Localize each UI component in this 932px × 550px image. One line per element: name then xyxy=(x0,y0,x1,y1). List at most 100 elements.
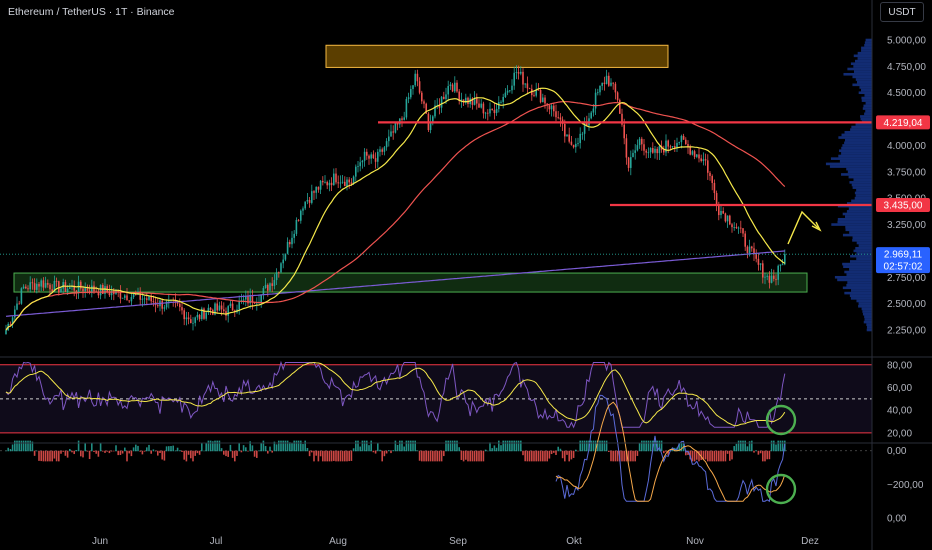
candle-body xyxy=(271,283,273,286)
macd-histogram-bar xyxy=(322,450,324,462)
candle-body xyxy=(225,311,227,316)
macd-histogram-bar xyxy=(363,440,366,452)
macd-histogram-bar xyxy=(484,449,487,452)
candle-body xyxy=(665,140,667,153)
time-tick-label: Jul xyxy=(210,536,223,547)
macd-histogram-bar xyxy=(282,440,284,452)
candle-body xyxy=(295,219,298,234)
macd-histogram-bar xyxy=(256,450,258,458)
macd-histogram-bar xyxy=(533,450,535,462)
volume-profile-bar xyxy=(853,178,872,182)
macd-histogram-bar xyxy=(95,450,97,454)
volume-profile-bar xyxy=(841,133,872,137)
macd-histogram-bar xyxy=(726,450,729,454)
candle-body xyxy=(238,301,240,310)
macd-histogram-bar xyxy=(317,450,320,462)
macd-histogram-bar xyxy=(462,450,465,462)
volume-profile-bar xyxy=(846,210,872,213)
macd-histogram-bar xyxy=(311,450,313,453)
candle-body xyxy=(654,148,656,153)
candle-body xyxy=(280,263,282,273)
candle-body xyxy=(476,98,478,104)
candle-body xyxy=(592,108,595,113)
candle-body xyxy=(346,179,348,187)
resistance-lines-layer xyxy=(0,121,872,255)
candle-body xyxy=(128,300,130,302)
macd-histogram-bar xyxy=(509,440,511,452)
candle-body xyxy=(652,148,654,153)
macd-histogram-bar xyxy=(715,450,718,462)
candle-body xyxy=(148,295,150,300)
candle-body xyxy=(599,85,601,93)
macd-histogram-bar xyxy=(423,450,425,462)
candle-body xyxy=(502,96,504,102)
candle-body xyxy=(80,281,82,289)
volume-profile-bar xyxy=(854,196,872,200)
candle-body xyxy=(429,121,432,131)
price-tick-label: 5.000,00 xyxy=(887,36,926,47)
macd-histogram-bar xyxy=(608,450,610,452)
candle-body xyxy=(350,182,353,184)
macd-histogram-bar xyxy=(493,445,496,452)
volume-profile-bar xyxy=(856,188,872,192)
macd-histogram-bar xyxy=(456,440,458,452)
macd-histogram-bar xyxy=(359,446,361,452)
macd-histogram-bar xyxy=(231,450,234,458)
macd-histogram-bar xyxy=(53,450,56,459)
macd-histogram-bar xyxy=(55,450,58,462)
moving-averages-layer xyxy=(5,87,786,331)
candle-body xyxy=(385,141,388,148)
candle-body xyxy=(352,176,355,184)
macd-histogram-bar xyxy=(748,441,751,452)
candle-body xyxy=(781,264,784,266)
candle-body xyxy=(693,151,696,157)
macd-histogram-bar xyxy=(313,450,315,462)
candle-body xyxy=(20,288,23,304)
macd-histogram-bar xyxy=(225,450,227,457)
macd-histogram-bar xyxy=(599,440,601,452)
candle-body xyxy=(370,154,372,159)
volume-profile-bar xyxy=(846,202,872,205)
macd-histogram-bar xyxy=(121,450,124,454)
volume-profile-bar xyxy=(856,80,872,84)
currency-button[interactable]: USDT xyxy=(880,2,924,22)
macd-histogram-bar xyxy=(704,450,707,460)
macd-histogram-bar xyxy=(632,450,634,462)
candle-body xyxy=(119,291,122,299)
macd-histogram-bar xyxy=(575,449,577,452)
candle-body xyxy=(66,288,69,292)
volume-profile-bar xyxy=(860,117,872,121)
volume-profile-bar xyxy=(849,268,872,271)
candle-body xyxy=(768,275,771,283)
candle-body xyxy=(126,295,128,301)
projection-arrowhead xyxy=(811,221,822,232)
volume-profile-bar xyxy=(847,170,872,174)
candle-body xyxy=(509,90,511,92)
candle-body xyxy=(764,276,766,278)
macd-histogram-bar xyxy=(762,450,764,462)
macd-histogram-bar xyxy=(40,450,42,462)
candle-body xyxy=(53,280,56,292)
candle-body xyxy=(537,89,540,91)
volume-profile-bar xyxy=(850,128,872,131)
macd-histogram-bar xyxy=(605,440,608,452)
macd-histogram-bar xyxy=(31,441,34,452)
volume-profile-bar xyxy=(851,125,872,129)
candle-body xyxy=(418,81,421,93)
macd-histogram-bar xyxy=(42,450,45,462)
macd-histogram-bar xyxy=(390,450,392,454)
macd-histogram-bar xyxy=(60,450,62,454)
volume-profile-bar xyxy=(855,78,872,81)
macd-histogram-bar xyxy=(163,450,166,461)
volume-profile-bar xyxy=(846,283,872,287)
candle-body xyxy=(511,85,513,91)
volume-profile-bar xyxy=(851,183,872,187)
candle-body xyxy=(718,205,720,216)
macd-histogram-bar xyxy=(421,450,423,462)
price-tick-label: 2.750,00 xyxy=(887,273,926,284)
macd-histogram-bar xyxy=(722,450,724,462)
macd-histogram-bar xyxy=(14,440,16,452)
candle-body xyxy=(775,278,777,280)
volume-profile-bar xyxy=(864,43,872,47)
